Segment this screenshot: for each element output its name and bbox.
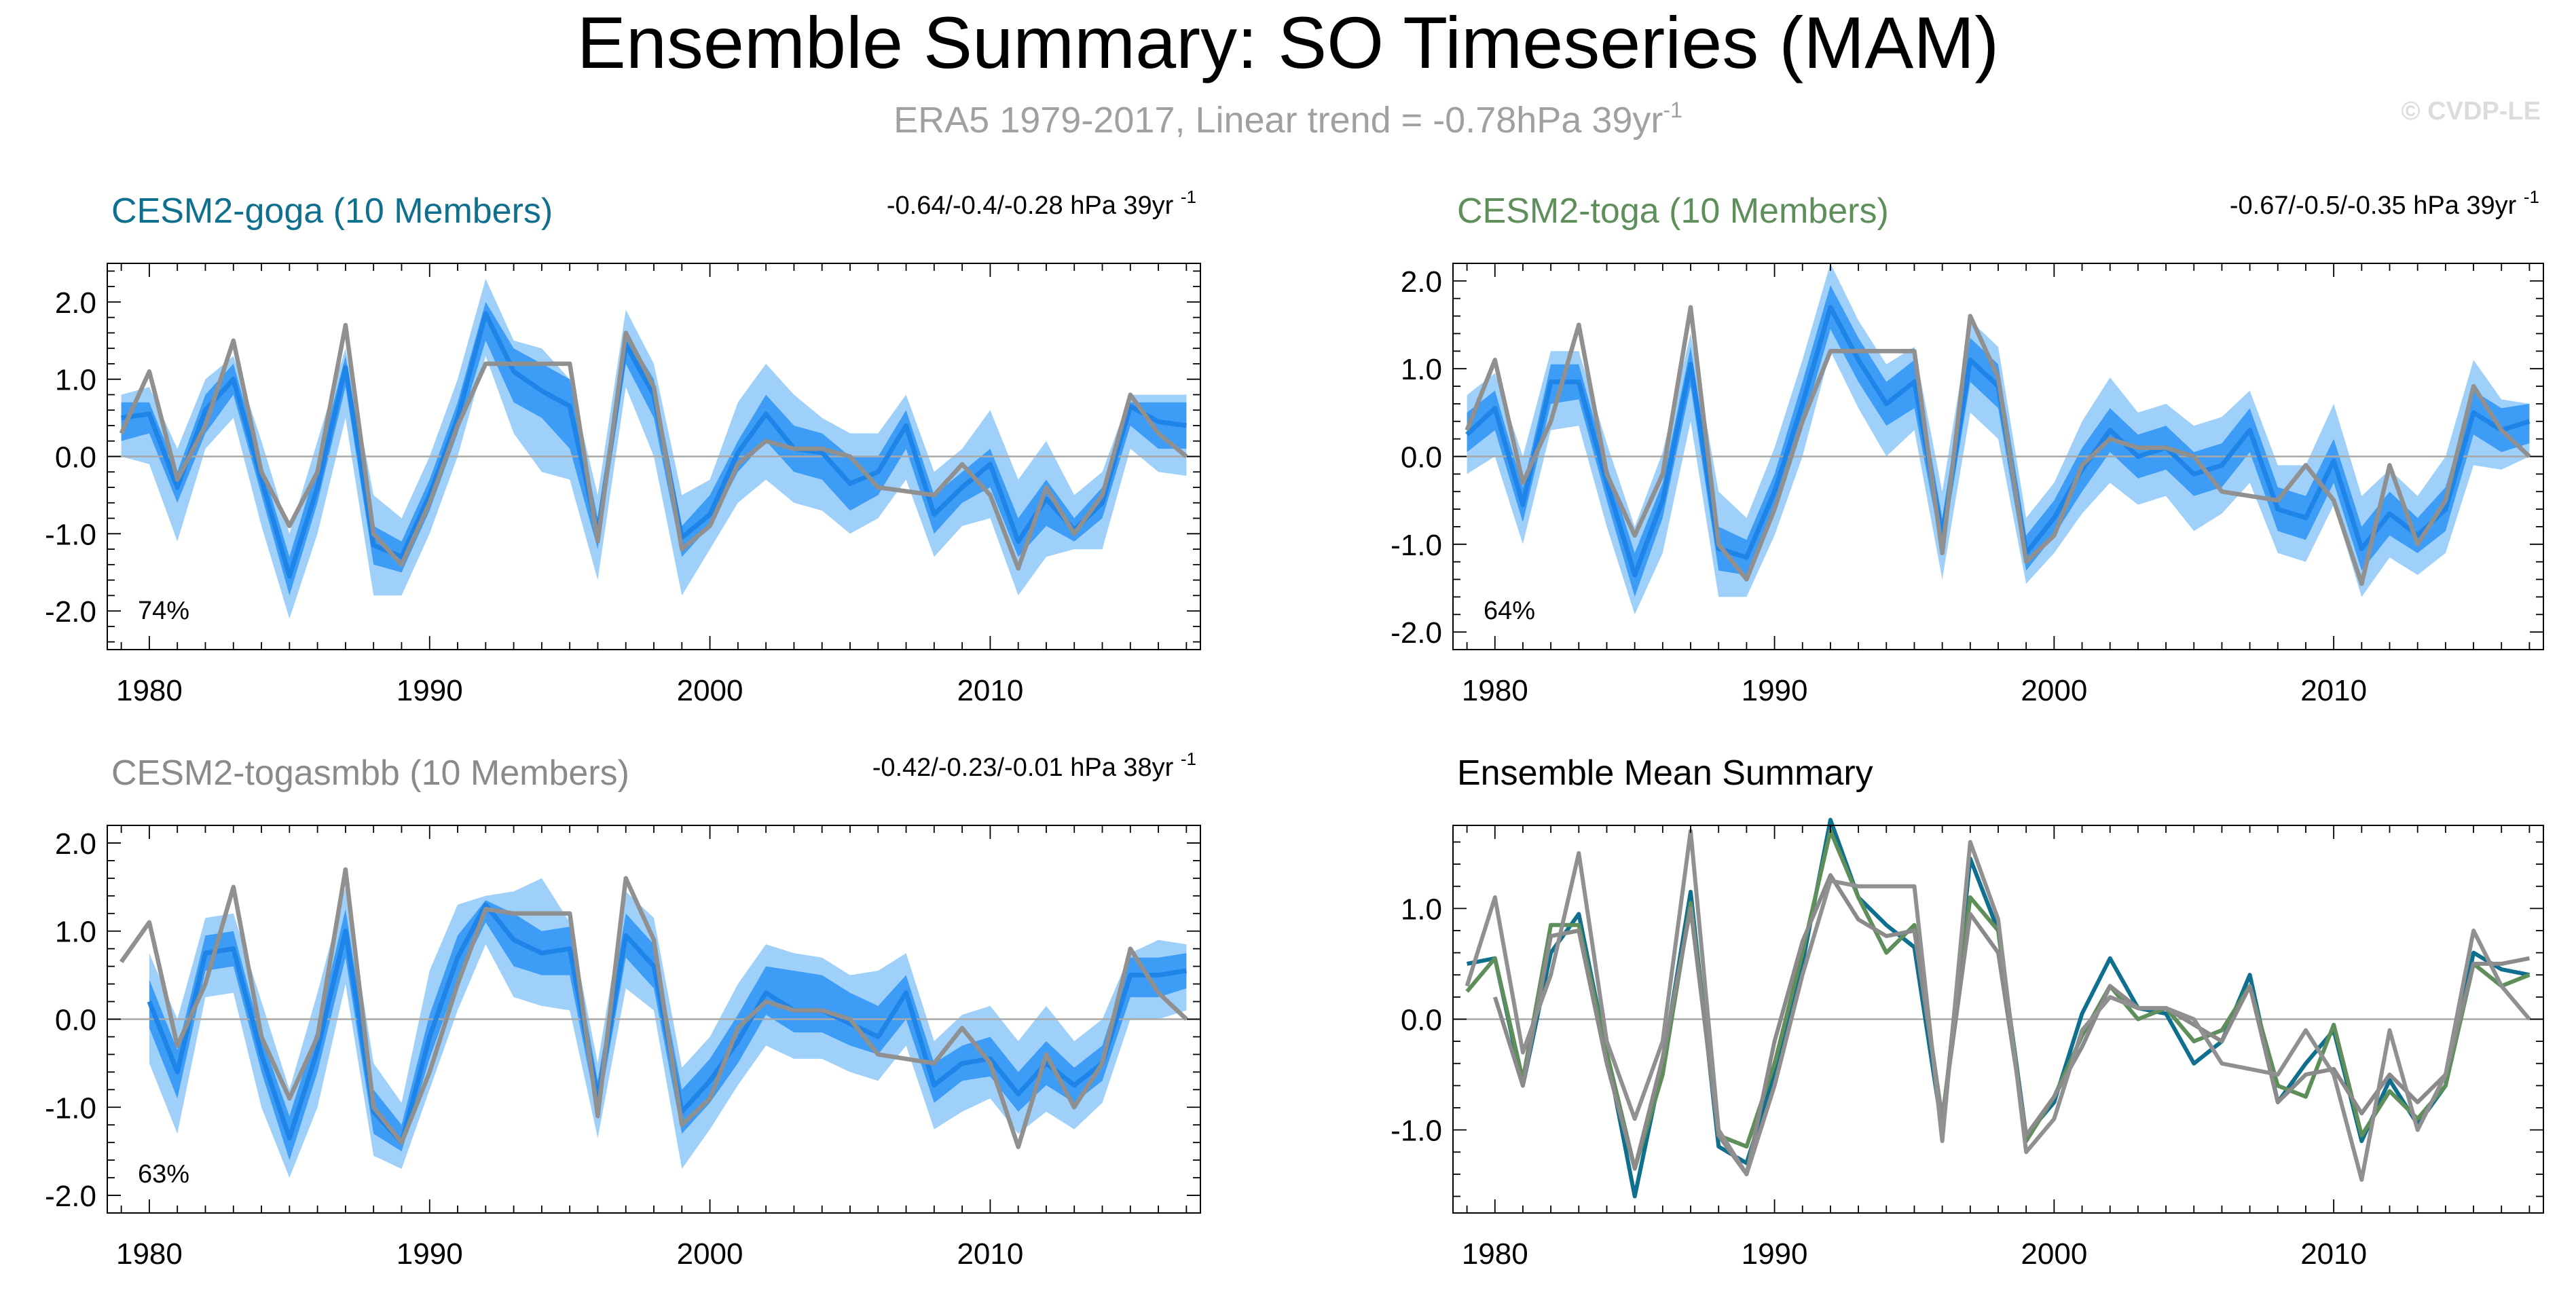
ytick-label: 0.0 [55, 1004, 96, 1037]
ytick-label: 0.0 [1401, 1004, 1442, 1037]
xtick-label: 2010 [957, 674, 1023, 707]
ytick-label: 2.0 [55, 286, 96, 320]
xtick-label: 2010 [2300, 1237, 2367, 1271]
trend-label-main: -0.67/-0.5/-0.35 hPa 39yr [2230, 191, 2524, 220]
ytick-label: 1.0 [55, 916, 96, 949]
xtick-label: 2010 [2300, 674, 2367, 707]
trend-label-sup: -1 [1181, 187, 1196, 207]
ytick-label: -1.0 [1391, 1115, 1442, 1148]
obs-line [119, 322, 1188, 571]
obs-line [1465, 305, 2531, 586]
xtick-label: 1990 [1742, 674, 1808, 707]
figure-title: Ensemble Summary: SO Timeseries (MAM) [577, 1, 1999, 83]
panel-title: CESM2-togasmbb (10 Members) [111, 753, 629, 793]
figure-subtitle-main: ERA5 1979-2017, Linear trend = -0.78hPa … [894, 100, 1663, 141]
xtick-label: 2000 [2021, 1237, 2087, 1271]
panel-togasmbb: CESM2-togasmbb (10 Members) -0.42/-0.23/-… [45, 749, 1201, 1271]
xtick-label: 2000 [677, 674, 743, 707]
ytick-label: -1.0 [45, 518, 96, 551]
xtick-label: 1980 [116, 674, 183, 707]
panel-title: Ensemble Mean Summary [1457, 753, 1873, 793]
xtick-label: 1980 [116, 1237, 183, 1271]
obs-line [119, 867, 1188, 1149]
panel-ens-mean-summary: Ensemble Mean Summary -1.0 0.0 1.0 1980 1990 2… [1391, 753, 2544, 1271]
ytick-label: 1.0 [1401, 353, 1442, 386]
xtick-label: 1990 [397, 674, 463, 707]
percent-label: 74% [138, 597, 189, 625]
panel-title: CESM2-toga (10 Members) [1457, 191, 1889, 231]
plot-content [107, 278, 1200, 619]
series-line-obs [1465, 829, 2531, 1182]
xtick-label: 1980 [1462, 674, 1528, 707]
percent-label: 63% [138, 1160, 189, 1189]
panel-toga: CESM2-toga (10 Members) -0.67/-0.5/-0.35 … [1391, 187, 2544, 707]
ytick-label: 2.0 [1401, 265, 1442, 299]
xtick-label: 2000 [677, 1237, 743, 1271]
trend-label-sup: -1 [1181, 749, 1196, 769]
trend-label: -0.67/-0.5/-0.35 hPa 39yr -1 [2230, 187, 2539, 220]
ytick-label: 0.0 [1401, 441, 1442, 474]
ytick-label: -2.0 [45, 595, 96, 629]
trend-label: -0.42/-0.23/-0.01 hPa 38yr -1 [872, 749, 1196, 782]
ytick-label: -1.0 [1391, 529, 1442, 562]
xtick-label: 1980 [1462, 1237, 1528, 1271]
ytick-label: 1.0 [1401, 893, 1442, 926]
figure-subtitle-sup: -1 [1663, 98, 1682, 122]
panel-title: CESM2-goga (10 Members) [111, 191, 553, 231]
trend-label-sup: -1 [2524, 187, 2539, 207]
xtick-label: 2010 [957, 1237, 1023, 1271]
ytick-label: 0.0 [55, 441, 96, 474]
panel-goga: CESM2-goga (10 Members) -0.64/-0.4/-0.28 … [45, 187, 1201, 707]
trend-label-main: -0.64/-0.4/-0.28 hPa 39yr [887, 191, 1181, 220]
ytick-label: 2.0 [55, 827, 96, 861]
ytick-label: -1.0 [45, 1091, 96, 1125]
band-min-max [1467, 263, 2530, 615]
ytick-label: -2.0 [45, 1180, 96, 1213]
trend-label: -0.64/-0.4/-0.28 hPa 39yr -1 [887, 187, 1196, 220]
ytick-label: -2.0 [1391, 616, 1442, 650]
trend-label-main: -0.42/-0.23/-0.01 hPa 38yr [872, 753, 1181, 782]
panels: CESM2-goga (10 Members) -0.64/-0.4/-0.28 … [45, 187, 2544, 1271]
credit-label: © CVDP-LE [2402, 97, 2541, 126]
xtick-label: 1990 [397, 1237, 463, 1271]
figure-subtitle: ERA5 1979-2017, Linear trend = -0.78hPa … [894, 98, 1682, 141]
plot-content [1453, 817, 2543, 1199]
percent-label: 64% [1484, 597, 1535, 625]
ytick-label: 1.0 [55, 364, 96, 397]
xtick-label: 2000 [2021, 674, 2087, 707]
figure-header: Ensemble Summary: SO Timeseries (MAM) ER… [577, 1, 2541, 141]
xtick-label: 1990 [1742, 1237, 1808, 1271]
plot-content [1453, 263, 2543, 615]
plot-content [107, 867, 1200, 1178]
